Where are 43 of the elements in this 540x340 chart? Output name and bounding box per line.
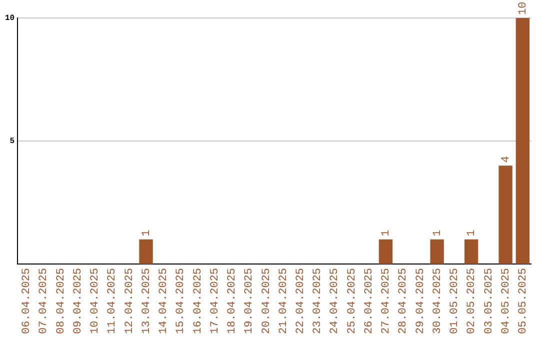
x-tick-label: 25.04.2025 (346, 268, 358, 334)
data-label: 1 (380, 229, 393, 236)
x-tick-label: 22.04.2025 (295, 268, 307, 334)
x-tick-label: 07.04.2025 (38, 268, 50, 334)
x-tick-label: 10.04.2025 (90, 268, 102, 334)
x-tick-label: 23.04.2025 (312, 268, 324, 334)
data-label: 4 (500, 156, 512, 163)
bar (378, 239, 393, 264)
x-tick-label: 14.04.2025 (158, 268, 170, 334)
x-tick-label: 09.04.2025 (72, 268, 84, 334)
x-tick-label: 21.04.2025 (278, 268, 290, 334)
x-tick-label: 26.04.2025 (363, 268, 376, 334)
x-tick-label: 04.05.2025 (500, 268, 512, 334)
y-tick-label: 5 (10, 137, 15, 146)
x-tick-label: 12.04.2025 (124, 268, 136, 334)
bar (464, 239, 478, 264)
x-tick-label: 15.04.2025 (175, 268, 188, 334)
x-tick-label: 08.04.2025 (55, 268, 68, 334)
x-tick-label: 03.05.2025 (483, 268, 496, 334)
x-tick-label: 27.04.2025 (380, 268, 393, 334)
x-tick-label: 29.04.2025 (414, 268, 427, 334)
x-tick-label: 02.05.2025 (466, 268, 478, 334)
bar (430, 239, 444, 264)
x-tick-label: 13.04.2025 (140, 268, 153, 334)
x-tick-label: 18.04.2025 (226, 268, 239, 334)
data-label: 1 (432, 229, 444, 236)
x-tick-label: 20.04.2025 (260, 268, 273, 334)
bar (139, 239, 153, 264)
x-tick-label: 16.04.2025 (192, 268, 204, 334)
x-tick-label: 19.04.2025 (244, 268, 256, 334)
data-label: 1 (466, 229, 478, 236)
x-tick-label: 17.04.2025 (209, 268, 222, 334)
x-tick-label: 01.05.2025 (449, 268, 462, 334)
x-tick-label: 05.05.2025 (518, 268, 530, 334)
data-label: 1 (140, 229, 153, 236)
data-label: 10 (518, 2, 530, 15)
x-tick-label: 28.04.2025 (398, 268, 410, 334)
x-tick-label: 30.04.2025 (432, 268, 444, 334)
x-tick-label: 06.04.2025 (21, 268, 34, 334)
bar (498, 166, 512, 264)
x-tick-label: 24.04.2025 (329, 268, 342, 334)
x-tick-label: 11.04.2025 (106, 268, 119, 334)
bar (516, 18, 530, 264)
